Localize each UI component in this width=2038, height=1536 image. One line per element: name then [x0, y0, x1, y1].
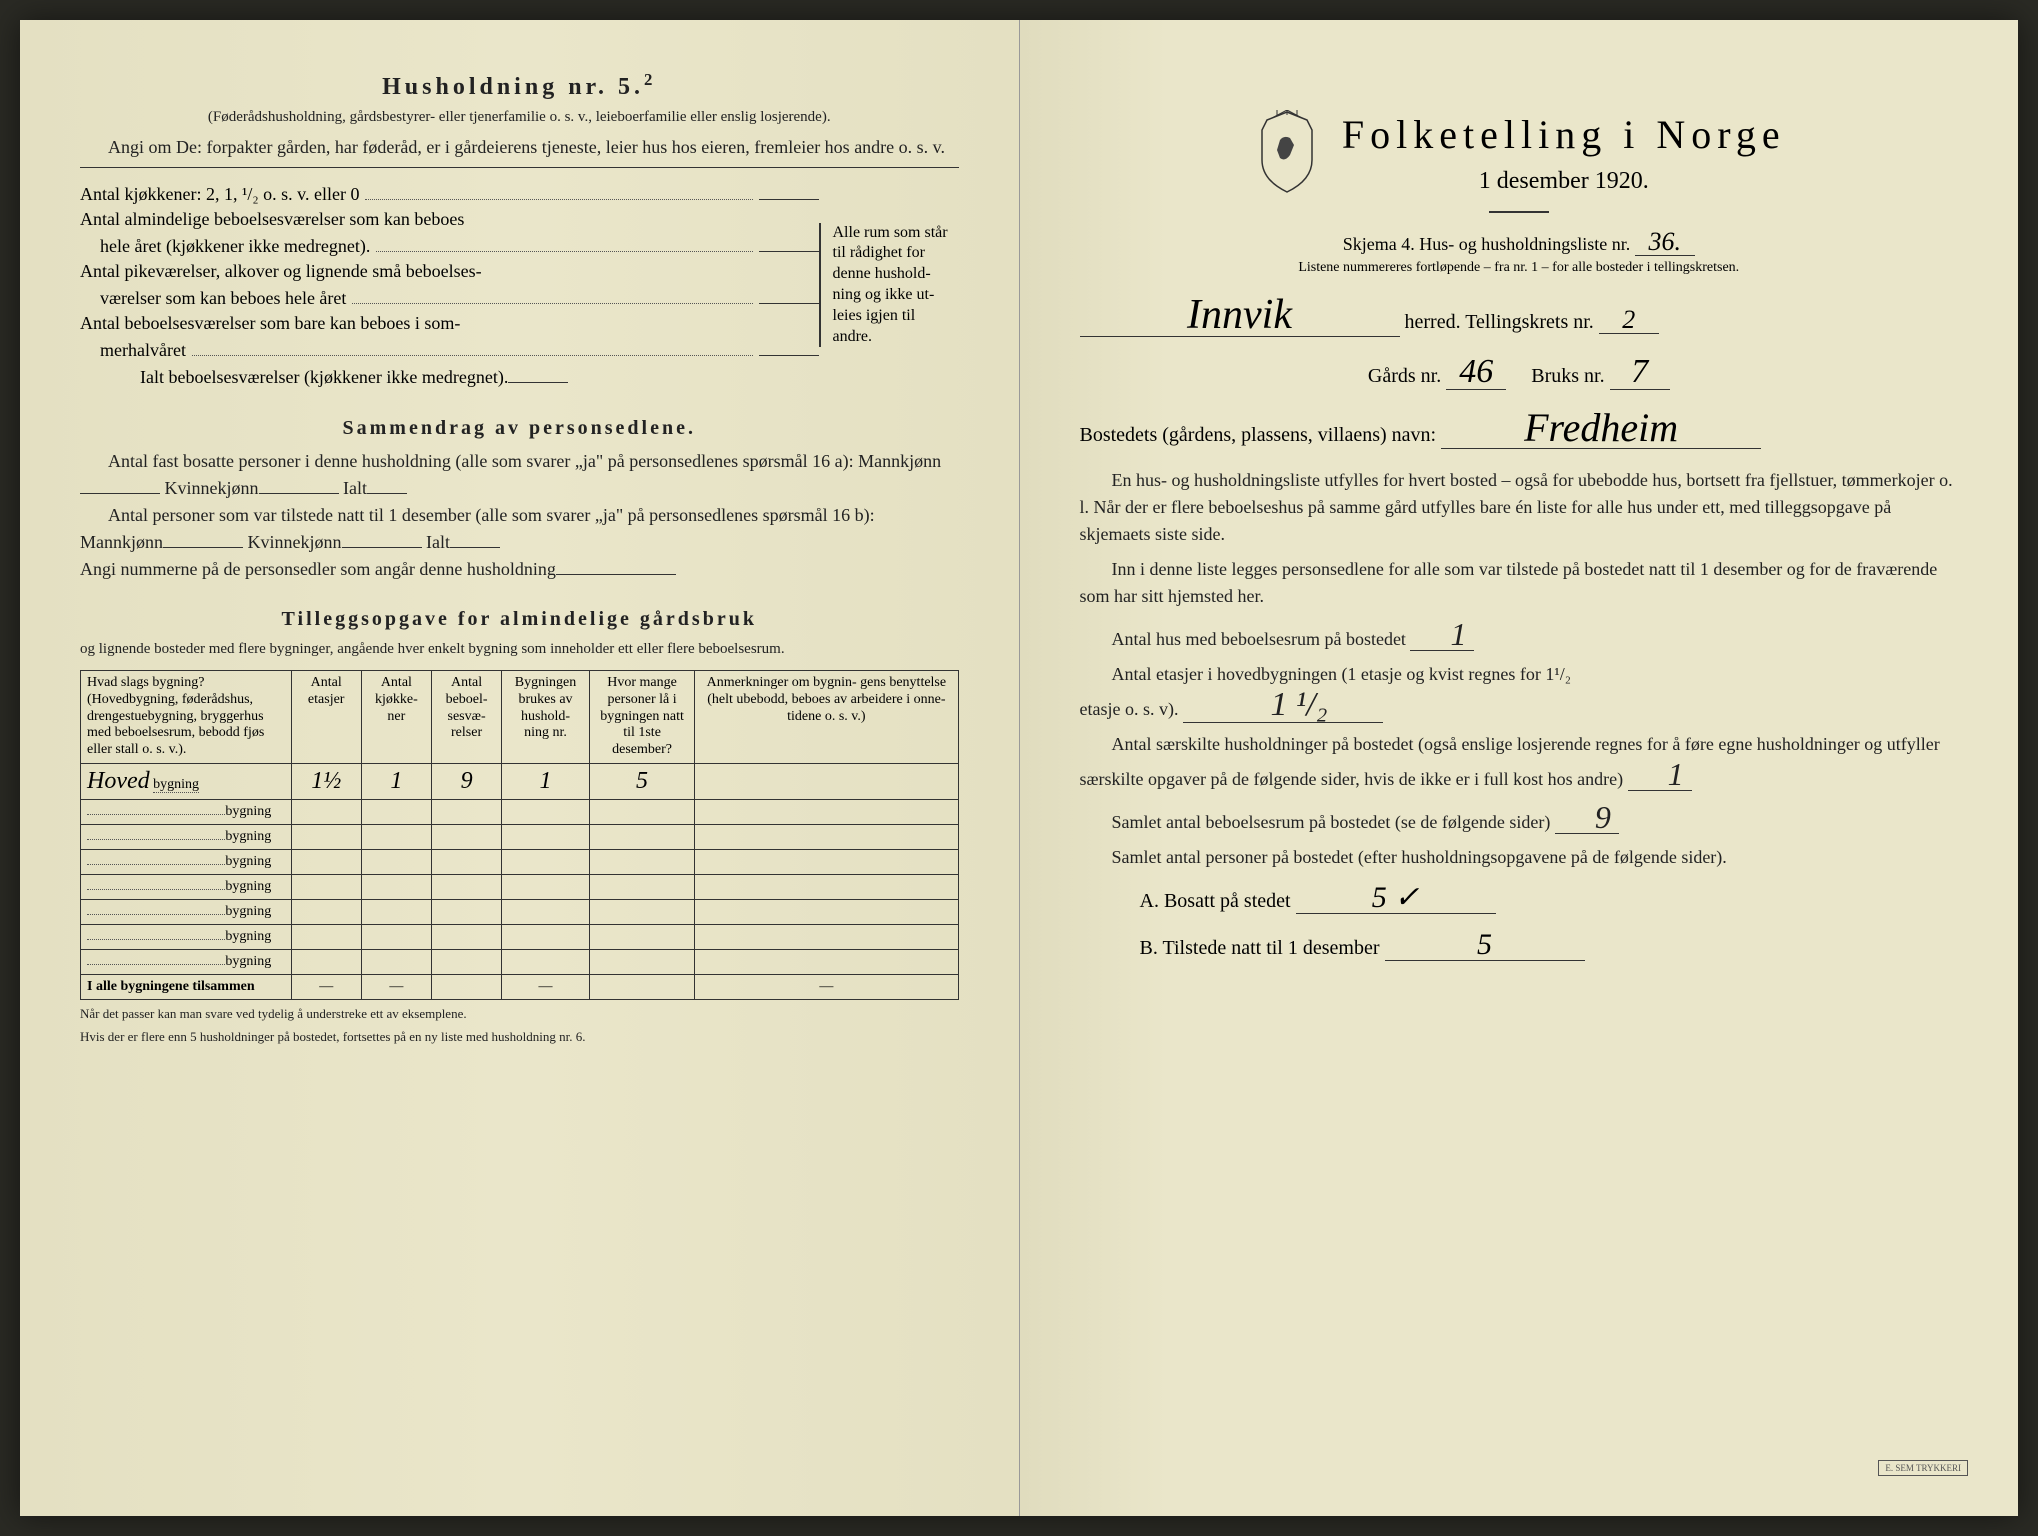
buildings-table: Hvad slags bygning? (Hovedbygning, føder…	[80, 670, 959, 1000]
main-title: Folketelling i Norge	[1342, 111, 1786, 158]
th-building-type: Hvad slags bygning? (Hovedbygning, føder…	[81, 671, 292, 764]
row1-household: 1	[502, 763, 590, 799]
table-header-row: Hvad slags bygning? (Hovedbygning, føder…	[81, 671, 959, 764]
table-row: Hoved bygning 1½ 1 9 1 5	[81, 763, 959, 799]
row-total: Ialt beboelsesværelser (kjøkkener ikke m…	[80, 365, 819, 388]
row-a: A. Bosatt på stedet 5 ✓	[1140, 883, 1959, 918]
printer-stamp: E. SEM TRYKKERI	[1878, 1460, 1968, 1476]
supplement-sub: og lignende bosteder med flere bygninger…	[80, 639, 959, 660]
row1-floors: 1½	[291, 763, 361, 799]
subtext-2: Angi om De: forpakter gården, har føderå…	[80, 134, 959, 161]
para-2: Inn i denne liste legges personsedlene f…	[1080, 556, 1959, 610]
row-maid-a: Antal pikeværelser, alkover og lignende …	[80, 261, 819, 282]
bosted-row: Bostedets (gårdens, plassens, villaens) …	[1080, 408, 1959, 449]
summary-p1: Antal fast bosatte personer i denne hush…	[80, 448, 959, 502]
herred-value: Innvik	[1080, 294, 1400, 337]
table-row: bygning	[81, 899, 959, 924]
body-text: En hus- og husholdningsliste utfylles fo…	[1080, 467, 1959, 965]
night-count: 5	[1385, 930, 1585, 961]
table-row: bygning	[81, 849, 959, 874]
bosted-value: Fredheim	[1441, 408, 1761, 449]
row1-remarks	[695, 763, 958, 799]
gard-row: Gårds nr. 46 Bruks nr. 7	[1080, 355, 1959, 390]
para-4: Antal etasjer i hovedbygningen (1 etasje…	[1080, 661, 1959, 723]
schema-number: 36.	[1635, 229, 1695, 256]
left-page: Husholdning nr. 5.2 (Føderådshusholdning…	[20, 20, 1020, 1516]
row-living-a: Antal almindelige beboelsesværelser som …	[80, 209, 819, 230]
row-summer-a: Antal beboelsesværelser som bare kan beb…	[80, 313, 819, 334]
row1-persons: 5	[589, 763, 694, 799]
th-household: Bygningen brukes av hushold- ning nr.	[502, 671, 590, 764]
list-note: Listene nummereres fortløpende – fra nr.…	[1080, 260, 1959, 276]
th-floors: Antal etasjer	[291, 671, 361, 764]
present-count: 5 ✓	[1296, 883, 1496, 914]
krets-nr: 2	[1599, 307, 1659, 334]
table-row: bygning	[81, 949, 959, 974]
subtitle-date: 1 desember 1920.	[1342, 168, 1786, 195]
subtext-1: (Føderådshusholdning, gårdsbestyrer- ell…	[80, 107, 959, 128]
rooms-block: Antal kjøkkener: 2, 1, ¹/₂ o. s. v. elle…	[80, 178, 959, 392]
houses-count: 1	[1410, 618, 1474, 651]
th-rooms: Antal beboel- sesvæ- relser	[431, 671, 501, 764]
th-kitchens: Antal kjøkke- ner	[361, 671, 431, 764]
rule	[80, 167, 959, 168]
household-heading: Husholdning nr. 5.2	[80, 70, 959, 101]
para-7: Samlet antal personer på bostedet (efter…	[1080, 844, 1959, 871]
summary-p3: Angi nummerne på de personsedler som ang…	[80, 556, 959, 583]
table-row: bygning	[81, 799, 959, 824]
bruksnr: 7	[1610, 355, 1670, 390]
row-b: B. Tilstede natt til 1 desember 5	[1140, 930, 1959, 965]
para-3: Antal hus med beboelsesrum på bostedet 1	[1080, 618, 1959, 653]
supplement-heading: Tilleggsopgave for almindelige gårdsbruk	[80, 608, 959, 631]
row-summer-b: merhalvåret	[80, 338, 819, 361]
table-sum-row: I alle bygningene tilsammen ————	[81, 974, 959, 999]
row-living-b: hele året (kjøkkener ikke medregnet).	[80, 234, 819, 257]
floors-value: 1 ¹/₂	[1183, 688, 1383, 723]
row-maid-b: værelser som kan beboes hele året	[80, 286, 819, 309]
rooms-left: Antal kjøkkener: 2, 1, ¹/₂ o. s. v. elle…	[80, 178, 819, 392]
households-count: 1	[1628, 758, 1692, 791]
document-spread: Husholdning nr. 5.2 (Føderådshusholdning…	[20, 20, 2018, 1516]
summary-p2: Antal personer som var tilstede natt til…	[80, 502, 959, 556]
heading-text: Husholdning nr. 5.	[382, 74, 644, 100]
th-persons: Hvor mange personer lå i bygningen natt …	[589, 671, 694, 764]
summary-heading: Sammendrag av personsedlene.	[80, 417, 959, 440]
table-row: bygning	[81, 874, 959, 899]
title-block: Folketelling i Norge 1 desember 1920. Sk…	[1080, 110, 1959, 276]
row1-rooms: 9	[431, 763, 501, 799]
heading-sup: 2	[644, 70, 656, 89]
footnote-1: Når det passer kan man svare ved tydelig…	[80, 1006, 959, 1023]
herred-row: Innvik herred. Tellingskrets nr. 2	[1080, 294, 1959, 337]
row1-kitchens: 1	[361, 763, 431, 799]
gardsnr: 46	[1446, 355, 1506, 390]
th-remarks: Anmerkninger om bygnin- gens benyttelse …	[695, 671, 958, 764]
rooms-total: 9	[1555, 801, 1619, 834]
coat-of-arms-icon	[1252, 110, 1322, 195]
divider	[1489, 211, 1549, 213]
row-kitchens: Antal kjøkkener: 2, 1, ¹/₂ o. s. v. elle…	[80, 182, 819, 205]
para-5: Antal særskilte husholdninger på bostede…	[1080, 731, 1959, 793]
row1-label: Hoved	[87, 768, 150, 794]
right-page: Folketelling i Norge 1 desember 1920. Sk…	[1020, 20, 2019, 1516]
footnote-2: Hvis der er flere enn 5 husholdninger på…	[80, 1029, 959, 1046]
table-row: bygning	[81, 924, 959, 949]
para-6: Samlet antal beboelsesrum på bostedet (s…	[1080, 801, 1959, 836]
schema-line: Skjema 4. Hus- og husholdningsliste nr. …	[1080, 229, 1959, 256]
para-1: En hus- og husholdningsliste utfylles fo…	[1080, 467, 1959, 548]
brace-note: Alle rum som står til rådighet for denne…	[819, 223, 959, 348]
table-row: bygning	[81, 824, 959, 849]
